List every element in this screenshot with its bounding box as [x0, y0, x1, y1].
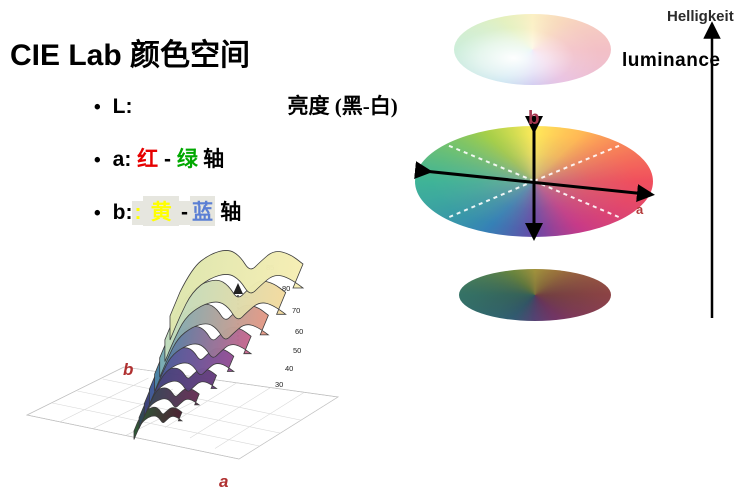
svg-text:50: 50: [293, 346, 301, 355]
svg-text:40: 40: [285, 364, 293, 373]
svg-text:60: 60: [295, 327, 303, 336]
svg-text:30: 30: [275, 380, 283, 389]
svg-text:70: 70: [292, 306, 300, 315]
